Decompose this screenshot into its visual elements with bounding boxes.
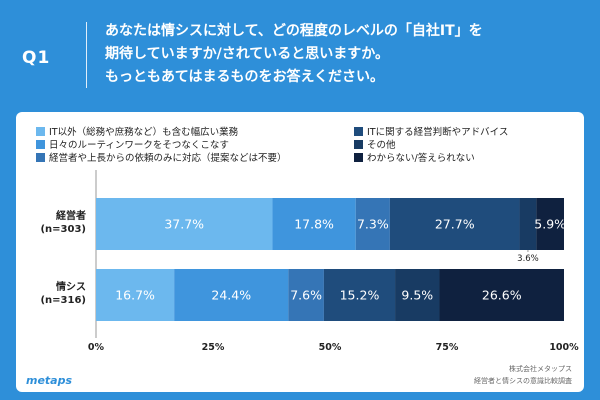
- bar-segment: [288, 269, 324, 321]
- data-label: 17.8%: [294, 217, 334, 232]
- legend-item-advice: ITに関する経営判断やアドバイス: [354, 124, 508, 138]
- question-line-3: もっともあてはまるものをお答えください。: [105, 69, 385, 85]
- footer-company: 株式会社メタップス: [509, 365, 572, 373]
- data-label: 37.7%: [164, 217, 204, 232]
- category-label: (n=316): [40, 295, 86, 306]
- legend-item-requests-only: 経営者や上長からの依頼のみに対応（提案などは不要）: [36, 150, 287, 164]
- data-label: 27.7%: [435, 217, 475, 232]
- data-label: 15.2%: [340, 288, 380, 303]
- question-line-2: 期待していますか/されていると思いますか。: [105, 46, 389, 62]
- question-number: Q1: [22, 48, 51, 68]
- data-label: 24.4%: [211, 288, 251, 303]
- legend-label: その他: [367, 140, 396, 151]
- question-line-1: あなたは情シスに対して、どの程度のレベルの「自社IT」を: [105, 23, 483, 39]
- category-label: 情シス: [56, 280, 86, 293]
- bar-segment: [355, 198, 390, 250]
- legend-swatch: [354, 152, 363, 162]
- bar-segment: [519, 198, 537, 250]
- data-label: 26.6%: [482, 288, 522, 303]
- bar-segment: [174, 269, 289, 321]
- footer-survey: 経営者と情シスの意識比較調査: [474, 377, 572, 385]
- metaps-logo: metaps: [26, 374, 73, 387]
- legend-swatch: [36, 126, 45, 136]
- data-label: 7.3%: [357, 217, 389, 232]
- legend-item-routine: 日々のルーティンワークをそつなくこなす: [36, 137, 229, 151]
- legend-label: わからない/答えられない: [367, 153, 475, 164]
- data-label: 5.9%: [534, 217, 566, 232]
- category-label: 経営者: [56, 209, 86, 222]
- legend-swatch: [36, 152, 45, 162]
- bar-segment: [536, 198, 564, 250]
- bar-segment: [439, 269, 564, 321]
- category-label: (n=303): [40, 224, 86, 235]
- legend-label: IT以外（総務や庶務など）も含む幅広い業務: [49, 127, 239, 138]
- bar-segment: [96, 269, 175, 321]
- legend-label: 日々のルーティンワークをそつなくこなす: [49, 140, 229, 151]
- stacked-bar-chart: 0% 25% 50% 75% 100% 経営者 (n=303) 情シス (n=316) 37.7%…: [40, 170, 579, 353]
- legend-item-wide-tasks: IT以外（総務や庶務など）も含む幅広い業務: [36, 124, 238, 138]
- bar-segment: [395, 269, 440, 321]
- x-tick-label: 50%: [319, 342, 342, 353]
- legend-swatch: [354, 139, 363, 149]
- legend-swatch: [354, 126, 363, 136]
- bar-segment: [389, 198, 520, 250]
- bar-segment: [323, 269, 396, 321]
- question-header: Q1 あなたは情シスに対して、どの程度のレベルの「自社IT」を 期待していますか…: [0, 0, 600, 108]
- legend-label: ITに関する経営判断やアドバイス: [367, 127, 509, 138]
- legend-label: 経営者や上長からの依頼のみに対応（提案などは不要）: [49, 153, 287, 164]
- bar-segment: [272, 198, 356, 250]
- legend-item-unknown: わからない/答えられない: [354, 150, 475, 164]
- x-tick-label: 25%: [202, 342, 225, 353]
- legend-swatch: [36, 139, 45, 149]
- data-label: 9.5%: [401, 288, 433, 303]
- header-divider: [86, 22, 87, 88]
- question-text: あなたは情シスに対して、どの程度のレベルの「自社IT」を 期待していますか/され…: [105, 20, 575, 89]
- x-tick-label: 100%: [549, 342, 579, 353]
- data-label-outside: 3.6%: [517, 254, 539, 264]
- x-tick-label: 0%: [88, 342, 105, 353]
- data-label: 16.7%: [115, 288, 155, 303]
- data-label: 7.6%: [290, 288, 322, 303]
- bar-segment: [96, 198, 273, 250]
- x-tick-label: 75%: [436, 342, 459, 353]
- chart-card: IT以外（総務や庶務など）も含む幅広い業務 ITに関する経営判断やアドバイス 日…: [16, 112, 584, 392]
- legend-item-other: その他: [354, 137, 396, 151]
